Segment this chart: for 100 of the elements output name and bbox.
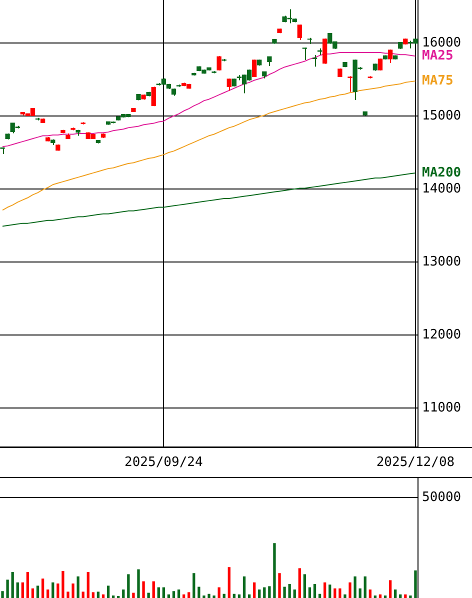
- bar: [1, 591, 4, 598]
- bar: [31, 588, 34, 598]
- y-tick-label: 13000: [422, 254, 462, 270]
- bar: [358, 588, 362, 598]
- bar: [324, 582, 326, 598]
- bar: [86, 572, 90, 598]
- bar: [248, 594, 251, 598]
- bar: [82, 592, 84, 598]
- bar: [46, 589, 50, 598]
- candlestick: [141, 94, 146, 100]
- bar: [344, 594, 346, 598]
- bar: [198, 586, 200, 598]
- bar: [122, 589, 125, 598]
- bar: [208, 594, 210, 598]
- y-tick-label: 16000: [422, 35, 462, 50]
- candlestick: [348, 76, 352, 92]
- bar: [11, 572, 14, 598]
- bar: [52, 582, 54, 598]
- bar: [388, 580, 392, 598]
- bar: [157, 587, 160, 598]
- bar: [106, 586, 110, 598]
- bar: [132, 592, 135, 598]
- bar: [293, 589, 296, 598]
- text: 50000: [422, 490, 462, 505]
- bar: [252, 582, 256, 598]
- series-label: MA200: [422, 165, 462, 180]
- bar: [92, 592, 94, 598]
- bar: [384, 595, 387, 598]
- bar: [268, 586, 271, 598]
- y-tick-label: 14000: [422, 181, 462, 196]
- bar: [66, 592, 70, 598]
- bar: [102, 594, 105, 598]
- bar: [354, 576, 356, 598]
- bar: [76, 576, 80, 598]
- bar: [298, 568, 301, 598]
- bar: [202, 595, 206, 598]
- bar: [182, 594, 186, 598]
- bar: [338, 588, 342, 598]
- bar: [414, 570, 417, 598]
- bar: [212, 595, 216, 598]
- bar: [238, 594, 241, 598]
- bar: [188, 592, 190, 598]
- bar: [348, 582, 352, 598]
- y-tick-label: 12000: [422, 327, 462, 342]
- bar: [242, 576, 246, 598]
- bar: [288, 584, 291, 598]
- bar: [308, 587, 312, 598]
- bar: [142, 581, 145, 598]
- candlestick: [0, 146, 5, 155]
- bar: [36, 586, 40, 598]
- bar: [222, 594, 226, 598]
- bar: [137, 569, 140, 598]
- bar: [404, 594, 407, 598]
- bar: [278, 573, 281, 598]
- series-label: MA75: [422, 73, 454, 88]
- bar: [318, 594, 322, 598]
- bar: [192, 573, 196, 598]
- bar: [177, 589, 180, 598]
- bar: [399, 594, 402, 598]
- bar: [16, 582, 19, 598]
- bar: [364, 576, 366, 598]
- bar: [162, 587, 166, 598]
- bar: [368, 589, 372, 598]
- bar: [167, 594, 170, 598]
- bar: [26, 572, 30, 598]
- y-tick-label: 11000: [422, 400, 462, 416]
- candlestick: [176, 84, 182, 88]
- bar: [334, 588, 336, 598]
- x-tick-label: 2025/12/08: [376, 455, 455, 470]
- bar: [41, 578, 44, 598]
- bar: [218, 587, 220, 598]
- candlestick: [70, 127, 76, 131]
- bar: [378, 594, 382, 598]
- bar: [112, 595, 115, 598]
- bar: [21, 582, 24, 598]
- bar: [6, 580, 9, 598]
- bar: [96, 592, 100, 598]
- bar: [409, 595, 412, 598]
- series-label: MA25: [422, 48, 454, 64]
- bar: [232, 594, 236, 598]
- bar: [394, 589, 397, 598]
- bar: [273, 543, 276, 598]
- candlestick: [302, 47, 308, 61]
- bar: [328, 584, 332, 598]
- bar: [72, 583, 74, 598]
- bar: [56, 583, 60, 598]
- bar: [228, 567, 230, 598]
- x-tick-label: 2025/09/24: [124, 455, 203, 470]
- bar: [263, 587, 266, 598]
- bar: [283, 586, 286, 598]
- y-tick-label: 15000: [422, 108, 462, 124]
- bar: [172, 591, 176, 598]
- bar: [152, 581, 155, 598]
- bar: [313, 584, 316, 598]
- bar: [374, 595, 377, 598]
- candlestick: [212, 70, 216, 74]
- bar: [258, 589, 261, 598]
- bar: [62, 570, 64, 598]
- bar: [303, 574, 306, 598]
- bar: [147, 592, 150, 598]
